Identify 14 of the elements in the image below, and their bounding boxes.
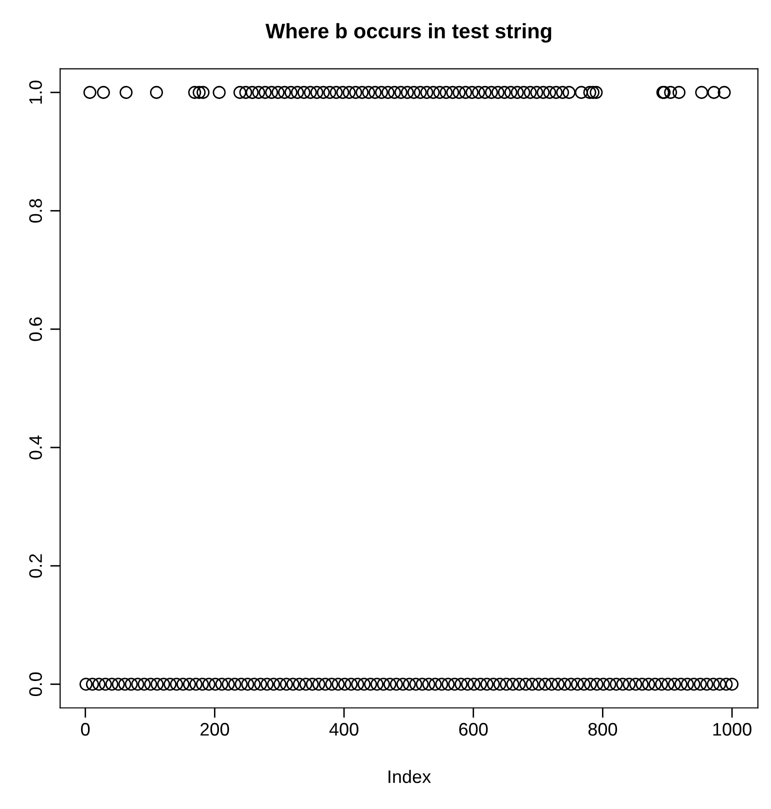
y-tick-label: 1.0 <box>29 80 42 104</box>
x-tick-label: 1000 <box>713 722 752 736</box>
x-axis-title: Index <box>388 770 431 784</box>
x-tick-label: 600 <box>459 722 488 736</box>
y-tick-label: 0.8 <box>29 199 42 223</box>
x-tick-label: 800 <box>588 722 618 736</box>
x-tick-label: 200 <box>200 722 230 736</box>
y-tick-label: 0.6 <box>29 317 42 341</box>
x-tick-label: 400 <box>329 722 358 736</box>
y-tick-label: 0.2 <box>29 554 42 578</box>
chart-title: Where b occurs in test string <box>266 23 552 43</box>
y-tick-label: 0.4 <box>29 435 42 460</box>
y-tick-label: 0.0 <box>29 672 42 696</box>
x-tick-label: 0 <box>81 722 90 736</box>
